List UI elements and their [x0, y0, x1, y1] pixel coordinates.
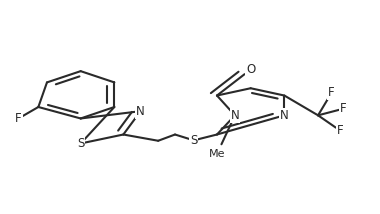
Text: O: O [246, 63, 255, 76]
Text: N: N [136, 105, 145, 118]
Text: N: N [280, 109, 289, 122]
Text: F: F [336, 124, 343, 137]
Text: F: F [328, 86, 335, 99]
Text: F: F [340, 102, 347, 115]
Text: S: S [190, 134, 198, 147]
Text: F: F [15, 112, 22, 125]
Text: N: N [231, 109, 239, 122]
Text: Me: Me [209, 149, 225, 159]
Text: S: S [77, 137, 84, 150]
